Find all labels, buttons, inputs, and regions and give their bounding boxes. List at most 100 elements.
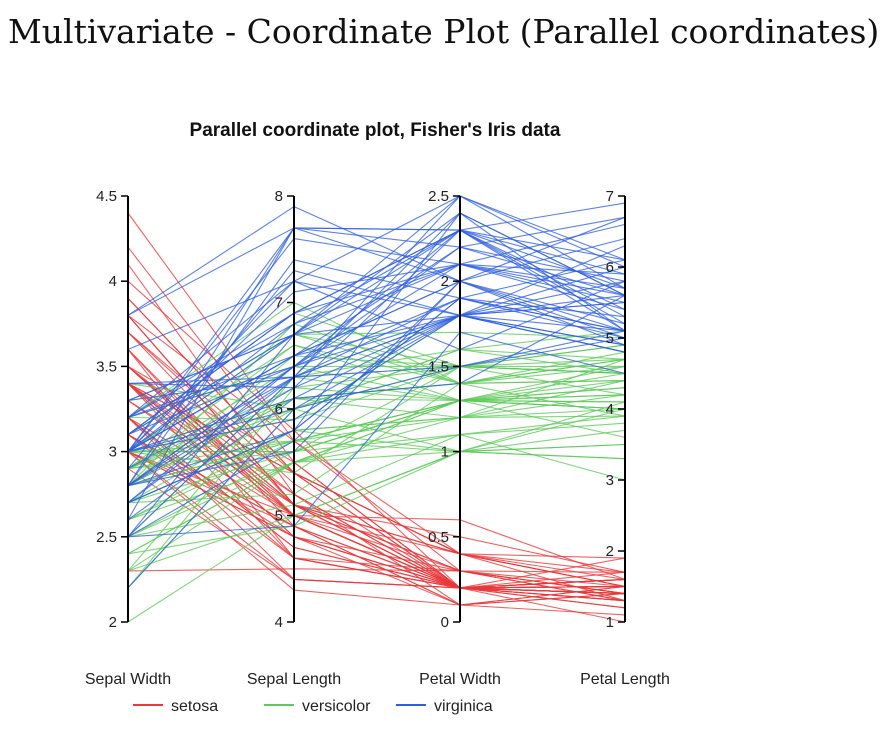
data-line-virginica-6 bbox=[127, 223, 626, 452]
data-line-virginica-3 bbox=[127, 263, 626, 452]
data-line-setosa-47 bbox=[127, 314, 626, 589]
tick-label: 4.5 bbox=[96, 188, 117, 205]
tick-label: 4 bbox=[275, 614, 283, 631]
data-line-virginica-41 bbox=[127, 212, 626, 436]
data-line-virginica-50 bbox=[127, 314, 626, 453]
data-line-versicolor-44 bbox=[127, 451, 626, 572]
tick-label: 2.5 bbox=[428, 188, 449, 205]
data-line-virginica-10 bbox=[127, 195, 626, 350]
data-line-setosa-39 bbox=[127, 451, 626, 602]
tick-label: 2 bbox=[109, 614, 117, 631]
data-line-virginica-18 bbox=[127, 216, 626, 316]
data-line-setosa-27 bbox=[127, 382, 626, 580]
axes: 2 2.5 3 3.5 4 4.5 Sepal Width 4 5 6 7 8 Sepal Length… bbox=[85, 188, 670, 688]
data-line-versicolor-30 bbox=[127, 440, 626, 521]
tick-label: 7 bbox=[606, 188, 614, 205]
data-line-versicolor-41 bbox=[127, 380, 626, 521]
data-line-virginica-23 bbox=[127, 216, 626, 486]
data-line-virginica-30 bbox=[127, 280, 626, 452]
data-line-setosa-9 bbox=[127, 468, 626, 595]
data-line-virginica-32 bbox=[127, 205, 626, 316]
tick-label: 7 bbox=[275, 295, 283, 312]
legend-label-virginica: virginica bbox=[434, 698, 493, 715]
data-line-setosa-42 bbox=[127, 568, 626, 602]
data-line-versicolor-9 bbox=[127, 344, 626, 470]
data-line-versicolor-15 bbox=[127, 399, 626, 470]
data-line-virginica-45 bbox=[127, 195, 626, 402]
tick-label: 0 bbox=[441, 614, 449, 631]
data-line-virginica-44 bbox=[127, 229, 626, 418]
axis-label-4: Petal Length bbox=[580, 671, 670, 688]
tick-label: 5 bbox=[606, 330, 614, 347]
data-line-virginica-38 bbox=[127, 301, 626, 436]
data-line-virginica-39 bbox=[127, 314, 626, 453]
data-line-versicolor-8 bbox=[127, 451, 626, 555]
data-line-setosa-44 bbox=[127, 365, 626, 580]
data-line-virginica-26 bbox=[127, 266, 626, 418]
data-line-virginica-7 bbox=[127, 331, 626, 538]
data-line-virginica-14 bbox=[127, 280, 626, 538]
data-line-versicolor-24 bbox=[127, 358, 626, 487]
data-lines bbox=[127, 195, 626, 623]
data-line-virginica-36 bbox=[127, 227, 626, 452]
tick-label: 3 bbox=[606, 472, 614, 489]
tick-label: 3.5 bbox=[96, 358, 117, 375]
data-line-versicolor-36 bbox=[127, 348, 626, 410]
tick-label: 3 bbox=[109, 444, 117, 461]
data-line-virginica-35 bbox=[127, 294, 626, 521]
axis-label-1: Sepal Width bbox=[85, 671, 171, 688]
tick-label: 1 bbox=[606, 614, 614, 631]
legend-label-setosa: setosa bbox=[171, 698, 218, 715]
data-line-virginica-12 bbox=[127, 297, 626, 504]
tick-label: 6 bbox=[606, 259, 614, 276]
data-line-virginica-46 bbox=[127, 229, 626, 453]
data-line-virginica-42 bbox=[127, 229, 626, 436]
data-line-setosa-13 bbox=[127, 451, 626, 606]
data-line-virginica-49 bbox=[127, 229, 626, 389]
data-line-setosa-24 bbox=[127, 400, 626, 573]
tick-label: 4 bbox=[606, 401, 614, 418]
data-line-virginica-31 bbox=[127, 259, 626, 487]
data-line-virginica-20 bbox=[127, 337, 626, 589]
chart-title: Parallel coordinate plot, Fisher's Iris … bbox=[190, 120, 561, 141]
data-line-setosa-19 bbox=[127, 314, 626, 573]
legend: setosa versicolor virginica bbox=[133, 698, 493, 715]
data-line-versicolor-27 bbox=[127, 323, 626, 487]
data-line-virginica-48 bbox=[127, 280, 626, 453]
legend-label-versicolor: versicolor bbox=[302, 698, 371, 715]
data-line-versicolor-43 bbox=[127, 408, 626, 521]
tick-label: 4 bbox=[109, 273, 117, 290]
data-line-virginica-43 bbox=[127, 297, 626, 504]
tick-label: 2.5 bbox=[96, 529, 117, 546]
data-line-versicolor-50 bbox=[127, 399, 626, 487]
data-line-setosa-49 bbox=[127, 331, 626, 589]
tick-label: 2 bbox=[606, 543, 614, 560]
data-line-versicolor-35 bbox=[127, 365, 626, 474]
data-line-versicolor-40 bbox=[127, 399, 626, 538]
axis-label-2: Sepal Length bbox=[247, 671, 341, 688]
data-line-virginica-33 bbox=[127, 246, 626, 487]
data-line-setosa-15 bbox=[127, 280, 626, 609]
data-line-setosa-38 bbox=[127, 349, 626, 606]
tick-label: 1 bbox=[441, 444, 449, 461]
data-line-virginica-47 bbox=[127, 297, 626, 538]
data-line-versicolor-32 bbox=[127, 429, 626, 555]
data-line-virginica-13 bbox=[127, 263, 626, 453]
data-line-versicolor-48 bbox=[127, 387, 626, 470]
tick-label: 0.5 bbox=[428, 529, 449, 546]
tick-label: 5 bbox=[275, 508, 283, 525]
data-line-virginica-1 bbox=[127, 195, 626, 402]
data-line-virginica-28 bbox=[127, 314, 626, 453]
data-line-virginica-34 bbox=[127, 330, 626, 487]
tick-label: 1.5 bbox=[428, 358, 449, 375]
tick-label: 8 bbox=[275, 188, 283, 205]
data-line-versicolor-20 bbox=[127, 415, 626, 538]
axis-label-3: Petal Width bbox=[419, 671, 501, 688]
page-title: Multivariate - Coordinate Plot (Parallel… bbox=[8, 12, 880, 51]
data-line-setosa-33 bbox=[127, 263, 626, 606]
tick-label: 2 bbox=[441, 273, 449, 290]
tick-label: 6 bbox=[275, 401, 283, 418]
data-line-versicolor-49 bbox=[127, 434, 626, 538]
data-line-versicolor-38 bbox=[127, 376, 626, 572]
